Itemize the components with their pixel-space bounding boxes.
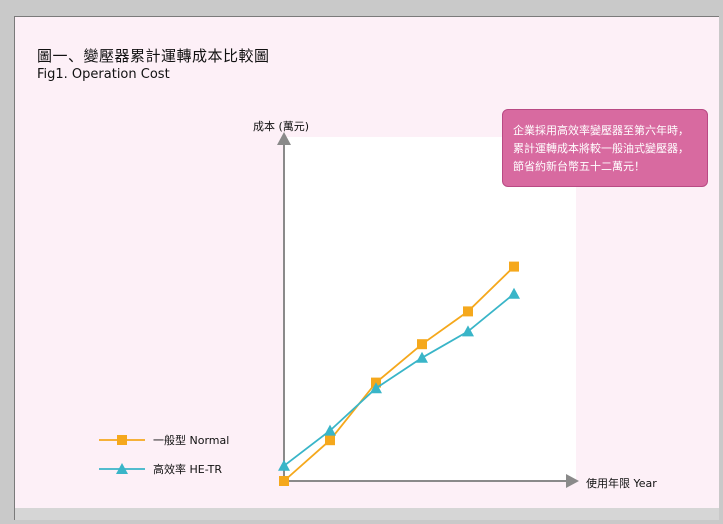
plot-background <box>284 137 576 481</box>
legend-he-tr-label: 高效率 HE-TR <box>153 462 222 476</box>
series-he-tr-point-5 <box>508 287 520 299</box>
callout-line-1: 企業採用高效率變壓器至第六年時， <box>513 124 689 137</box>
series-normal-point-4 <box>463 306 473 317</box>
series-he-tr-line <box>283 293 515 467</box>
series-he-tr-point-1 <box>324 424 336 436</box>
series-normal-point-1 <box>325 435 335 446</box>
series-normal-point-0 <box>279 476 289 486</box>
chart-title: 圖一、變壓器累計運轉成本比較圖 <box>37 47 270 65</box>
y-axis-label: 成本 (萬元) <box>253 120 310 133</box>
series-normal-line <box>283 265 515 482</box>
callout-line-2: 累計運轉成本將較一般油式變壓器， <box>513 142 689 155</box>
series-he-tr-point-4 <box>462 325 474 337</box>
savings-callout: 企業採用高效率變壓器至第六年時， 累計運轉成本將較一般油式變壓器， 節省約新台幣… <box>502 109 708 187</box>
series-normal-point-5 <box>509 261 519 272</box>
series-he-tr-point-3 <box>416 351 428 363</box>
chart-subtitle: Fig1. Operation Cost <box>37 67 170 82</box>
x-axis-arrow-icon <box>566 474 579 488</box>
series-normal-point-3 <box>417 339 427 350</box>
series-he-tr-point-2 <box>370 382 382 394</box>
y-axis-arrow-icon <box>277 132 291 145</box>
legend-he-tr-marker <box>116 463 128 474</box>
callout-line-3: 節省約新台幣五十二萬元！ <box>513 160 645 173</box>
legend-normal-marker <box>117 435 127 445</box>
x-axis-label: 使用年限 Year <box>586 477 657 490</box>
series-he-tr-point-0 <box>278 459 290 471</box>
legend-normal-label: 一般型 Normal <box>153 433 229 447</box>
